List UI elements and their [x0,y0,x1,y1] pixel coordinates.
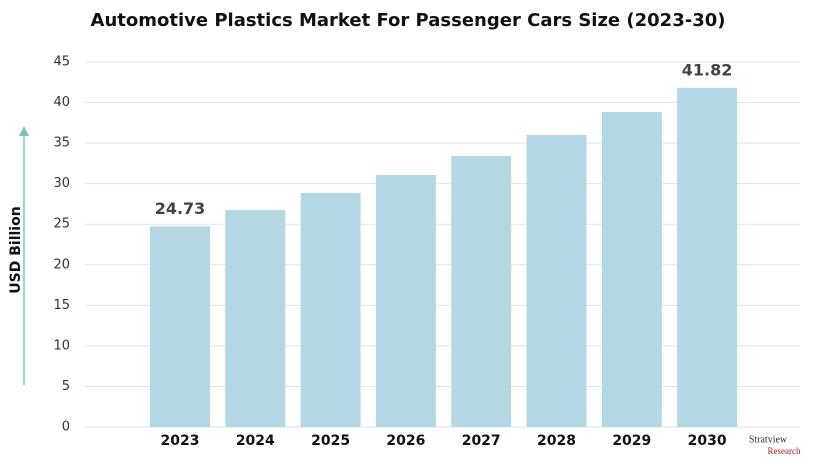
x-tick-label: 2030 [688,433,727,449]
chart-title: Automotive Plastics Market For Passenger… [91,10,726,31]
bar [526,135,587,427]
y-tick-label: 5 [62,379,70,394]
x-tick-label: 2026 [386,433,425,449]
x-tick-label: 2025 [311,433,350,449]
bar [601,111,662,427]
y-tick-label: 0 [62,420,70,435]
bar [150,226,210,427]
bar [225,210,286,427]
x-tick-label: 2029 [612,433,651,449]
y-tick-label: 25 [53,217,70,232]
bar [677,87,738,427]
bar [300,192,361,427]
bar [451,156,512,427]
y-tick-label: 45 [53,55,70,70]
y-axis-label: USD Billion [8,206,24,293]
value-label: 41.82 [682,60,733,79]
y-tick-label: 10 [53,338,70,353]
axis-arrow-head [19,126,29,136]
x-tick-label: 2027 [462,433,501,449]
y-tick-label: 40 [53,95,70,110]
x-tick-label: 2023 [161,433,200,449]
logo-sub: Research [768,446,801,456]
value-label: 24.73 [155,199,206,218]
y-tick-label: 35 [53,136,70,151]
y-tick-label: 30 [53,176,70,191]
x-tick-label: 2024 [236,433,275,449]
x-tick-label: 2028 [537,433,576,449]
y-tick-label: 15 [53,298,70,313]
logo-name: Stratview [749,434,788,445]
y-tick-label: 20 [53,257,70,272]
bar [375,174,436,427]
